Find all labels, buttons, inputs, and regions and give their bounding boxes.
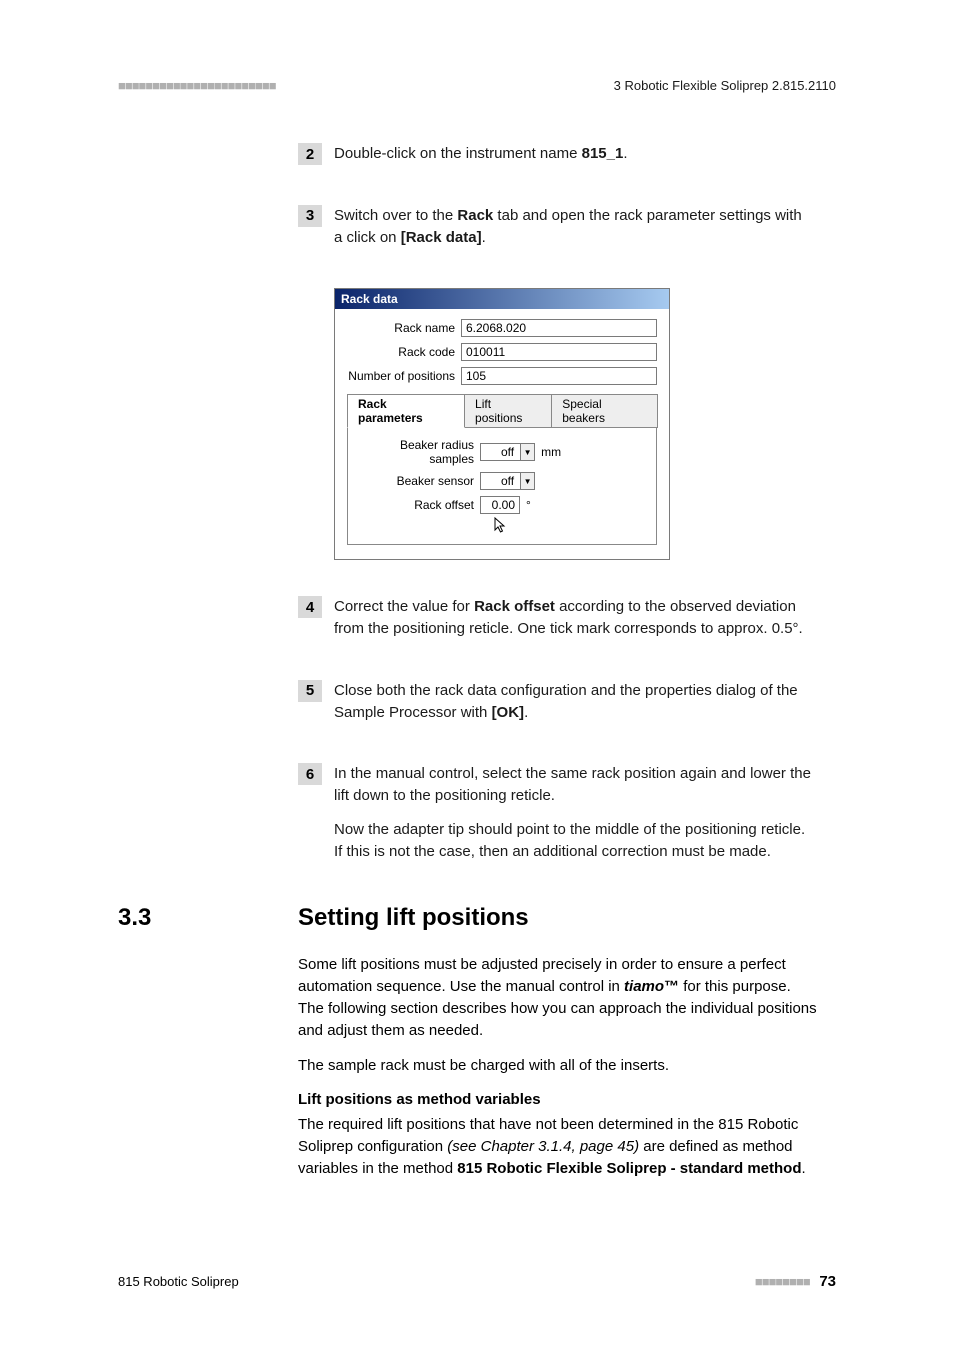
num-positions-field[interactable]: 105 — [461, 367, 657, 385]
header-dots: ■■■■■■■■■■■■■■■■■■■■■■■ — [118, 78, 276, 93]
subsection-heading: Lift positions as method variables — [298, 1091, 836, 1108]
step-5: 5 Close both the rack data configuration… — [298, 680, 836, 736]
step-number: 6 — [298, 763, 322, 785]
step-text: Double-click on the instrument name 815_… — [334, 143, 628, 177]
text: Correct the value for — [334, 598, 474, 615]
beaker-radius-value: off — [481, 445, 520, 459]
tab-lift-positions[interactable]: Lift positions — [464, 394, 552, 428]
section-paragraph: The sample rack must be charged with all… — [298, 1055, 818, 1077]
beaker-radius-unit: mm — [541, 445, 561, 459]
beaker-radius-label: Beaker radius samples — [360, 438, 480, 466]
field-name: Rack offset — [474, 598, 555, 615]
page-number: 73 — [819, 1273, 836, 1290]
step-text: In the manual control, select the same r… — [334, 763, 814, 874]
text: Now the adapter tip should point to the … — [334, 819, 814, 863]
beaker-sensor-row: Beaker sensor off ▼ — [360, 472, 644, 490]
beaker-sensor-value: off — [481, 474, 520, 488]
section-paragraph: The required lift positions that have no… — [298, 1114, 818, 1179]
step-number: 4 — [298, 596, 322, 618]
step-text: Close both the rack data configuration a… — [334, 680, 814, 736]
page-header: ■■■■■■■■■■■■■■■■■■■■■■■ 3 Robotic Flexib… — [118, 78, 836, 93]
chevron-down-icon: ▼ — [520, 444, 534, 460]
rack-offset-unit: ° — [526, 498, 531, 512]
beaker-sensor-label: Beaker sensor — [360, 474, 480, 488]
footer-dots: ■■■■■■■■ — [755, 1274, 810, 1289]
beaker-sensor-dropdown[interactable]: off ▼ — [480, 472, 535, 490]
rack-name-field[interactable]: 6.2068.020 — [461, 319, 657, 337]
software-name: tiamo — [624, 978, 664, 995]
step-2: 2 Double-click on the instrument name 81… — [298, 143, 836, 177]
trademark: ™ — [664, 978, 679, 995]
cursor-arrow-icon — [494, 517, 508, 540]
tab-special-beakers[interactable]: Special beakers — [551, 394, 658, 428]
rack-name-row: Rack name 6.2068.020 — [347, 319, 657, 337]
rack-code-row: Rack code 010011 — [347, 343, 657, 361]
step-text: Switch over to the Rack tab and open the… — [334, 205, 814, 261]
step-number: 5 — [298, 680, 322, 702]
step-number: 2 — [298, 143, 322, 165]
dialog-body: Rack name 6.2068.020 Rack code 010011 Nu… — [335, 309, 669, 559]
instrument-name: 815_1 — [582, 145, 624, 162]
beaker-radius-dropdown[interactable]: off ▼ — [480, 443, 535, 461]
text: In the manual control, select the same r… — [334, 763, 814, 807]
section-number: 3.3 — [118, 904, 298, 932]
footer-right: ■■■■■■■■ 73 — [755, 1273, 836, 1290]
num-positions-row: Number of positions 105 — [347, 367, 657, 385]
rack-offset-field[interactable]: 0.00 — [480, 496, 520, 514]
step-3: 3 Switch over to the Rack tab and open t… — [298, 205, 836, 261]
rack-code-field[interactable]: 010011 — [461, 343, 657, 361]
cross-reference: (see Chapter 3.1.4, page 45) — [447, 1138, 639, 1155]
tab-rack-parameters[interactable]: Rack parameters — [347, 394, 465, 428]
dialog-title-bar: Rack data — [335, 289, 669, 309]
step-4: 4 Correct the value for Rack offset acco… — [298, 596, 836, 652]
button-name: [OK] — [492, 704, 525, 721]
rack-data-dialog: Rack data Rack name 6.2068.020 Rack code… — [334, 288, 670, 560]
rack-offset-label: Rack offset — [360, 498, 480, 512]
section-heading: 3.3 Setting lift positions — [118, 904, 836, 932]
step-6: 6 In the manual control, select the same… — [298, 763, 836, 874]
rack-offset-row: Rack offset 0.00 ° — [360, 496, 644, 514]
text: Close both the rack data configuration a… — [334, 682, 798, 721]
text: . — [623, 145, 627, 162]
tab-panel-rack-parameters: Beaker radius samples off ▼ mm Beaker se… — [347, 427, 657, 545]
chevron-down-icon: ▼ — [520, 473, 534, 489]
text: . — [482, 229, 486, 246]
method-name: 815 Robotic Flexible Soliprep - standard… — [457, 1160, 801, 1177]
rack-code-label: Rack code — [347, 345, 461, 359]
text: . — [802, 1160, 806, 1177]
rack-name-label: Rack name — [347, 321, 461, 335]
tab-container: Rack parameters Lift positions Special b… — [347, 393, 657, 545]
page-footer: 815 Robotic Soliprep ■■■■■■■■ 73 — [118, 1273, 836, 1290]
header-chapter-title: 3 Robotic Flexible Soliprep 2.815.2110 — [614, 78, 836, 93]
tab-name: Rack — [457, 207, 493, 224]
text: Switch over to the — [334, 207, 457, 224]
beaker-radius-row: Beaker radius samples off ▼ mm — [360, 438, 644, 466]
step-number: 3 — [298, 205, 322, 227]
footer-product-name: 815 Robotic Soliprep — [118, 1274, 239, 1289]
text: . — [524, 704, 528, 721]
tab-strip: Rack parameters Lift positions Special b… — [347, 393, 657, 427]
num-positions-label: Number of positions — [347, 369, 461, 383]
step-text: Correct the value for Rack offset accord… — [334, 596, 814, 652]
section-paragraph: Some lift positions must be adjusted pre… — [298, 954, 818, 1041]
button-name: [Rack data] — [401, 229, 482, 246]
text: Double-click on the instrument name — [334, 145, 582, 162]
section-title: Setting lift positions — [298, 904, 529, 932]
